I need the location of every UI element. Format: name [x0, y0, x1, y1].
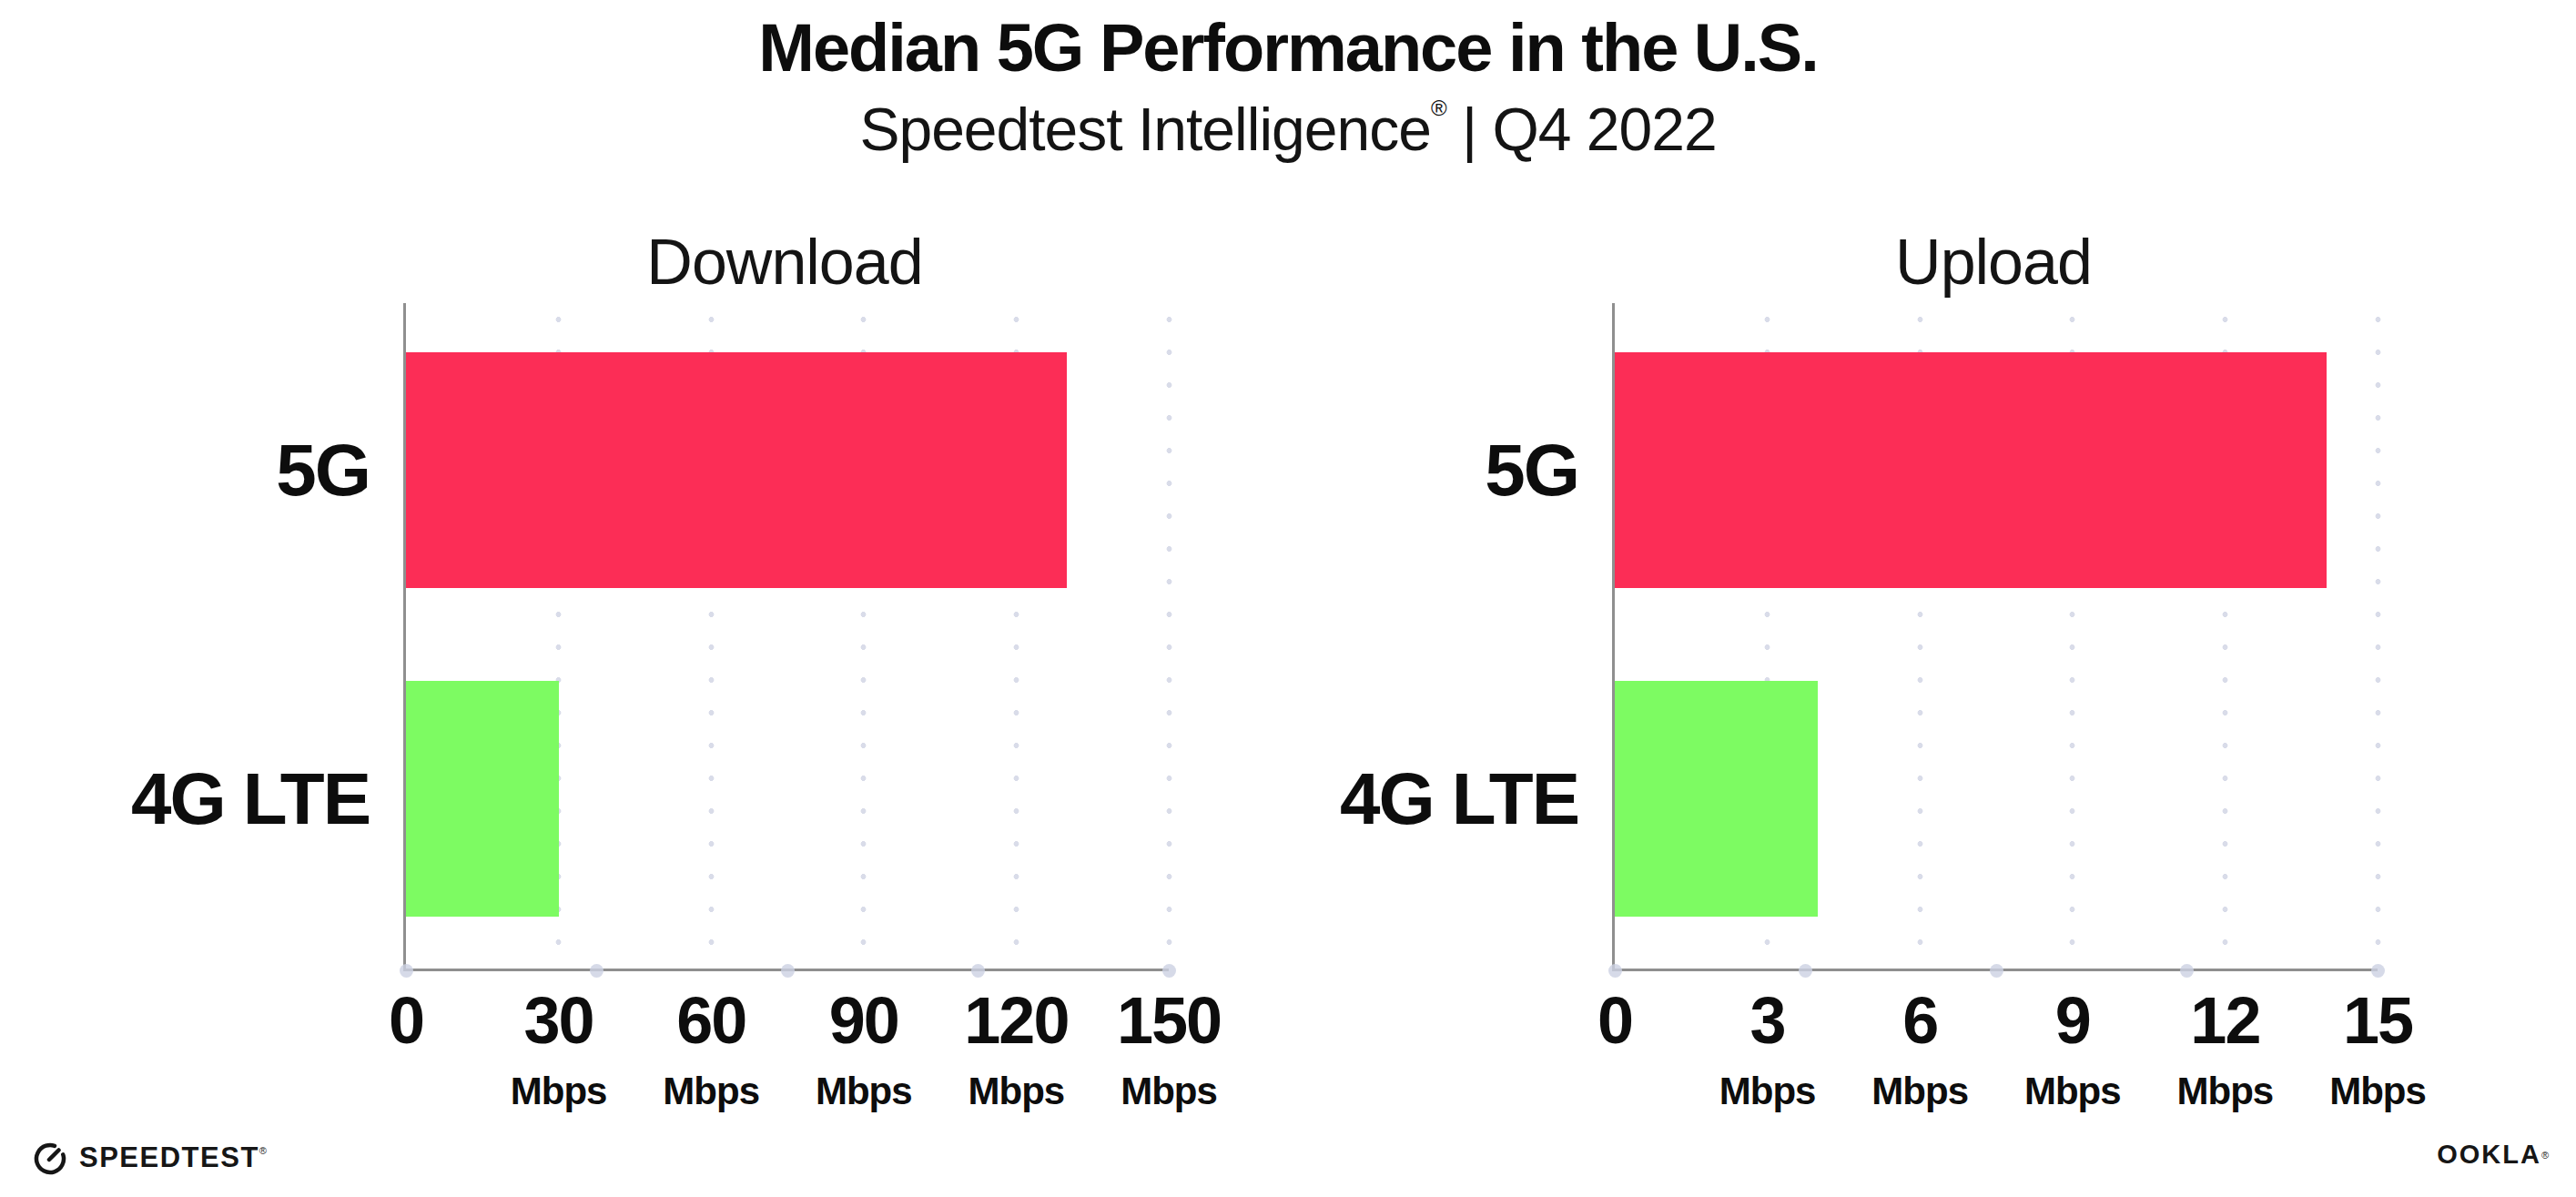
bar-5g-upload [1615, 352, 2327, 588]
x-tick-label-0-upload: 0 [1597, 988, 1632, 1053]
axis-marker-dot-upload [2180, 964, 2194, 978]
subtitle-period: | Q4 2022 [1446, 96, 1717, 163]
bar-5g-download [406, 352, 1067, 588]
chart-canvas: Median 5G Performance in the U.S. Speedt… [0, 0, 2576, 1197]
x-tick-unit-150-download: Mbps [1121, 1072, 1217, 1111]
axis-marker-dot-upload [2371, 964, 2385, 978]
category-label-5g-upload: 5G [1485, 429, 1578, 512]
x-tick-unit-6-upload: Mbps [1871, 1072, 1968, 1111]
ookla-wordmark: OOKLA [2437, 1140, 2541, 1170]
ookla-logo: OOKLA® [2437, 1140, 2549, 1170]
page-subtitle: Speedtest Intelligence® | Q4 2022 [0, 95, 2576, 164]
x-tick-label-120-download: 120 [964, 988, 1068, 1053]
upload-chart-panel: Upload 03Mbps6Mbps9Mbps12Mbps15Mbps5G4G … [1612, 226, 2375, 1063]
x-tick-unit-9-upload: Mbps [2024, 1072, 2121, 1111]
upload-plot-area: 03Mbps6Mbps9Mbps12Mbps15Mbps5G4G LTE [1612, 303, 2378, 971]
speedtest-registered-mark-icon: ® [259, 1145, 267, 1156]
ookla-registered-mark-icon: ® [2541, 1150, 2549, 1161]
registered-mark-icon: ® [1431, 96, 1446, 120]
x-tick-unit-30-download: Mbps [511, 1072, 607, 1111]
bar-4g-lte-download [406, 681, 559, 917]
download-plot-area: 030Mbps60Mbps90Mbps120Mbps150Mbps5G4G LT… [403, 303, 1169, 971]
gridline-150-mbps-download [1166, 303, 1172, 969]
download-chart-title: Download [403, 226, 1166, 299]
speedtest-logo: SPEEDTEST® [32, 1140, 267, 1176]
x-tick-label-90-download: 90 [829, 988, 898, 1053]
x-tick-label-9-upload: 9 [2055, 988, 2090, 1053]
speedtest-gauge-icon [32, 1140, 68, 1176]
axis-marker-dot-download [400, 964, 413, 978]
category-label-4g-lte-download: 4G LTE [131, 757, 370, 841]
category-label-5g-download: 5G [276, 429, 370, 512]
speedtest-wordmark: SPEEDTEST [79, 1141, 259, 1173]
upload-chart-title: Upload [1612, 226, 2375, 299]
axis-marker-dot-download [971, 964, 985, 978]
x-tick-label-3-upload: 3 [1750, 988, 1785, 1053]
x-tick-unit-60-download: Mbps [663, 1072, 759, 1111]
x-tick-label-150-download: 150 [1117, 988, 1221, 1053]
axis-marker-dot-upload [1799, 964, 1812, 978]
x-tick-unit-12-upload: Mbps [2177, 1072, 2274, 1111]
x-tick-label-6-upload: 6 [1902, 988, 1937, 1053]
gridline-15-mbps-upload [2375, 303, 2381, 969]
axis-marker-dot-upload [1990, 964, 2003, 978]
x-tick-label-15-upload: 15 [2343, 988, 2412, 1053]
x-tick-label-30-download: 30 [524, 988, 593, 1053]
x-tick-unit-15-upload: Mbps [2329, 1072, 2426, 1111]
axis-marker-dot-download [1162, 964, 1176, 978]
download-chart-panel: Download 030Mbps60Mbps90Mbps120Mbps150Mb… [403, 226, 1166, 1063]
category-label-4g-lte-upload: 4G LTE [1340, 757, 1578, 841]
axis-marker-dot-download [590, 964, 603, 978]
x-tick-label-12-upload: 12 [2190, 988, 2259, 1053]
subtitle-brand: Speedtest Intelligence [859, 96, 1430, 163]
x-tick-unit-120-download: Mbps [969, 1072, 1065, 1111]
x-tick-unit-3-upload: Mbps [1719, 1072, 1816, 1111]
axis-marker-dot-upload [1608, 964, 1622, 978]
bar-4g-lte-upload [1615, 681, 1818, 917]
page-title: Median 5G Performance in the U.S. [0, 9, 2576, 86]
x-tick-label-60-download: 60 [676, 988, 745, 1053]
x-tick-unit-90-download: Mbps [816, 1072, 912, 1111]
x-tick-label-0-download: 0 [389, 988, 423, 1053]
axis-marker-dot-download [781, 964, 795, 978]
